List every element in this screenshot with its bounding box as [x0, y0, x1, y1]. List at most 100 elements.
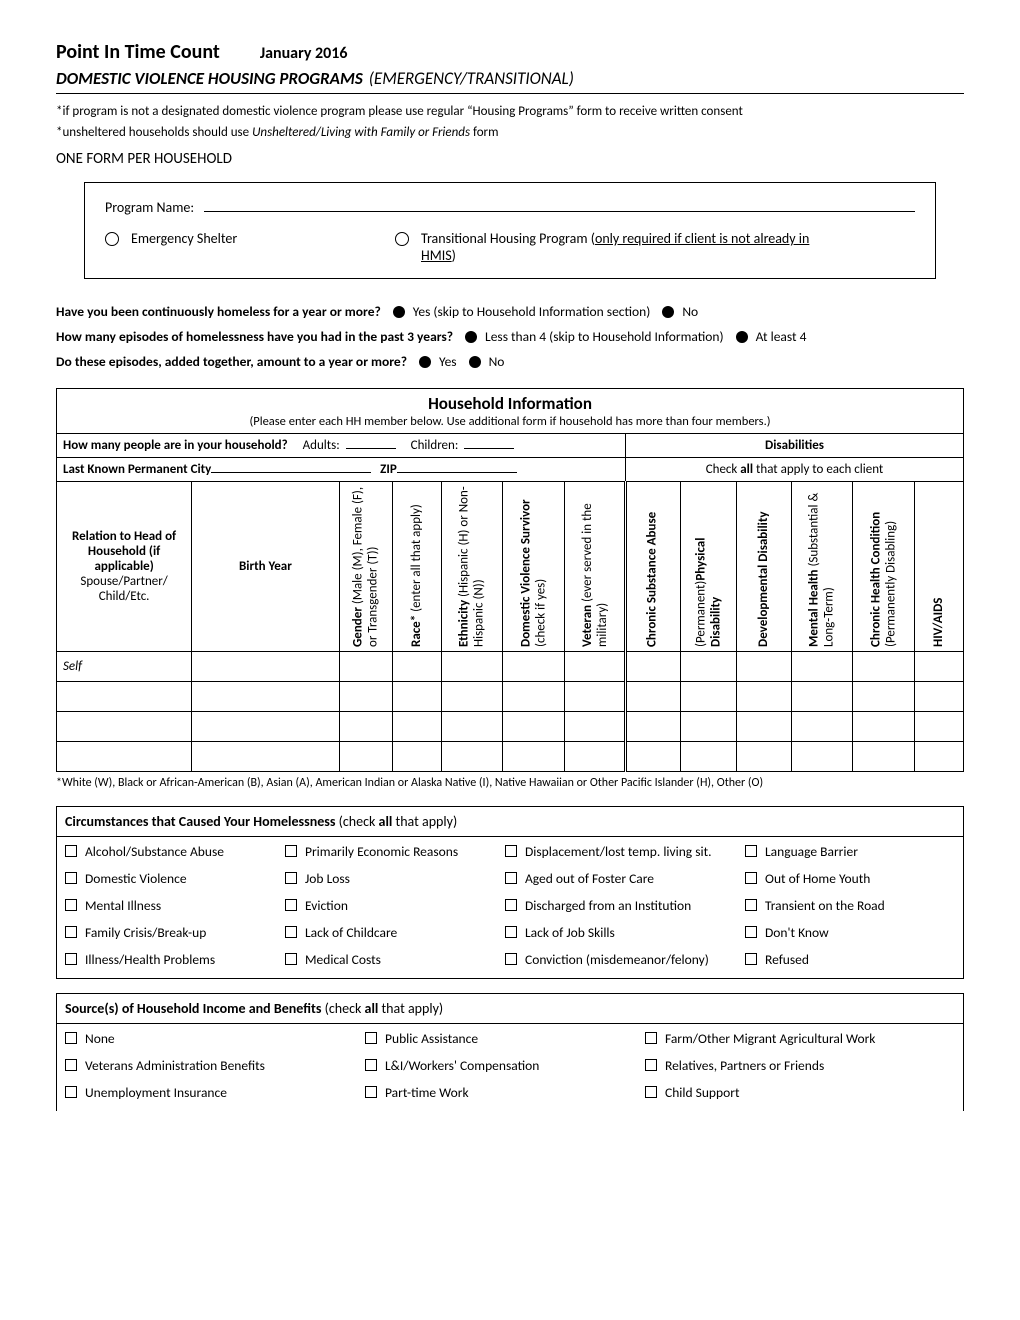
checkbox-label: Transient on the Road	[765, 897, 885, 914]
checkbox-box[interactable]	[745, 845, 757, 857]
table-row[interactable]	[57, 682, 964, 712]
checkbox-label: Lack of Childcare	[305, 924, 397, 941]
checkbox-item[interactable]: Language Barrier	[745, 843, 955, 860]
checkbox-item[interactable]: Relatives, Partners or Friends	[645, 1057, 955, 1074]
checkbox-box[interactable]	[285, 845, 297, 857]
checkbox-item[interactable]: Public Assistance	[365, 1030, 635, 1047]
checkbox-item[interactable]: Discharged from an Institution	[505, 897, 735, 914]
checkbox-item[interactable]: Mental Illness	[65, 897, 275, 914]
checkbox-box[interactable]	[365, 1086, 377, 1098]
checkbox-item[interactable]: Eviction	[285, 897, 495, 914]
checkbox-box[interactable]	[65, 1059, 77, 1071]
checkbox-label: Mental Illness	[85, 897, 161, 914]
radio-transitional[interactable]	[395, 232, 409, 246]
note-1: *if program is not a designated domestic…	[56, 104, 964, 119]
q2-a-label: Less than 4 (skip to Household Informati…	[485, 328, 724, 345]
checkbox-item[interactable]: Job Loss	[285, 870, 495, 887]
checkbox-box[interactable]	[505, 953, 517, 965]
checkbox-box[interactable]	[65, 953, 77, 965]
q2-b-radio[interactable]	[736, 331, 748, 343]
checkbox-box[interactable]	[645, 1086, 657, 1098]
checkbox-item[interactable]: Illness/Health Problems	[65, 951, 275, 968]
checkbox-item[interactable]: Aged out of Foster Care	[505, 870, 735, 887]
checkbox-box[interactable]	[365, 1032, 377, 1044]
checkbox-item[interactable]: Part-time Work	[365, 1084, 635, 1101]
program-name-input[interactable]	[204, 211, 915, 212]
checkbox-item[interactable]: L&I/Workers' Compensation	[365, 1057, 635, 1074]
checkbox-item[interactable]: Unemployment Insurance	[65, 1084, 355, 1101]
checkbox-item[interactable]: Veterans Administration Benefits	[65, 1057, 355, 1074]
checkbox-box[interactable]	[65, 1032, 77, 1044]
checkbox-item[interactable]: Refused	[745, 951, 955, 968]
income-title-rest: (check all that apply)	[321, 1000, 443, 1017]
checkbox-label: Language Barrier	[765, 843, 858, 860]
checkbox-item[interactable]: Primarily Economic Reasons	[285, 843, 495, 860]
checkbox-item[interactable]: Lack of Childcare	[285, 924, 495, 941]
col-birth: Birth Year	[239, 559, 292, 574]
checkbox-box[interactable]	[285, 926, 297, 938]
checkbox-item[interactable]: Displacement/lost temp. living sit.	[505, 843, 735, 860]
checkbox-box[interactable]	[505, 899, 517, 911]
checkbox-box[interactable]	[365, 1059, 377, 1071]
checkbox-box[interactable]	[645, 1059, 657, 1071]
subtitle-rest: (EMERGENCY/TRANSITIONAL)	[369, 68, 574, 89]
city-label: Last Known Permanent City	[63, 462, 211, 477]
checkbox-box[interactable]	[745, 872, 757, 884]
checkbox-box[interactable]	[505, 872, 517, 884]
q1-yes-radio[interactable]	[393, 306, 405, 318]
checkbox-box[interactable]	[505, 926, 517, 938]
checkbox-box[interactable]	[65, 926, 77, 938]
program-box: Program Name: Emergency Shelter Transiti…	[84, 182, 936, 279]
circumstances-section: Circumstances that Caused Your Homelessn…	[56, 806, 964, 979]
q3-yes-label: Yes	[439, 353, 457, 370]
table-row[interactable]: Self	[57, 652, 964, 682]
checkbox-box[interactable]	[65, 845, 77, 857]
checkbox-item[interactable]: Conviction (misdemeanor/felony)	[505, 951, 735, 968]
checkbox-label: Job Loss	[305, 870, 350, 887]
income-section: Source(s) of Household Income and Benefi…	[56, 993, 964, 1111]
note2-italic: Unsheltered/Living with Family or Friend…	[252, 125, 470, 140]
children-input[interactable]	[464, 448, 514, 449]
checkbox-item[interactable]: Lack of Job Skills	[505, 924, 735, 941]
checkbox-item[interactable]: Out of Home Youth	[745, 870, 955, 887]
adults-input[interactable]	[346, 448, 396, 449]
checkbox-item[interactable]: None	[65, 1030, 355, 1047]
checkbox-box[interactable]	[65, 872, 77, 884]
page-date: January 2016	[260, 44, 348, 63]
checkbox-label: Farm/Other Migrant Agricultural Work	[665, 1030, 875, 1047]
q1-no-radio[interactable]	[662, 306, 674, 318]
checkbox-box[interactable]	[285, 899, 297, 911]
checkbox-item[interactable]: Farm/Other Migrant Agricultural Work	[645, 1030, 955, 1047]
checkbox-box[interactable]	[65, 1086, 77, 1098]
col-hiv: HIV/AIDS	[931, 598, 946, 647]
checkbox-item[interactable]: Child Support	[645, 1084, 955, 1101]
radio-emergency-shelter[interactable]	[105, 232, 119, 246]
col-relation-2: Spouse/Partner/ Child/Etc.	[80, 574, 167, 604]
checkbox-item[interactable]: Don't Know	[745, 924, 955, 941]
checkbox-box[interactable]	[745, 926, 757, 938]
col-mh: Mental Health (Substantial & Long-Term)	[807, 493, 837, 647]
checkbox-label: Refused	[765, 951, 809, 968]
checkbox-box[interactable]	[65, 899, 77, 911]
checkbox-label: Relatives, Partners or Friends	[665, 1057, 824, 1074]
checkbox-item[interactable]: Domestic Violence	[65, 870, 275, 887]
q3-yes-radio[interactable]	[419, 356, 431, 368]
checkbox-box[interactable]	[285, 872, 297, 884]
checkbox-item[interactable]: Family Crisis/Break-up	[65, 924, 275, 941]
city-input[interactable]	[211, 472, 371, 473]
checkbox-box[interactable]	[645, 1032, 657, 1044]
checkbox-box[interactable]	[285, 953, 297, 965]
checkbox-item[interactable]: Alcohol/Substance Abuse	[65, 843, 275, 860]
checkbox-item[interactable]: Transient on the Road	[745, 897, 955, 914]
circ-title-b: Circumstances that Caused Your Homelessn…	[65, 813, 335, 830]
table-row[interactable]	[57, 742, 964, 772]
zip-input[interactable]	[397, 472, 517, 473]
checkbox-box[interactable]	[745, 899, 757, 911]
q2-a-radio[interactable]	[465, 331, 477, 343]
table-row[interactable]	[57, 712, 964, 742]
checkbox-box[interactable]	[505, 845, 517, 857]
checkbox-item[interactable]: Medical Costs	[285, 951, 495, 968]
checkbox-label: Eviction	[305, 897, 348, 914]
q3-no-radio[interactable]	[469, 356, 481, 368]
checkbox-box[interactable]	[745, 953, 757, 965]
